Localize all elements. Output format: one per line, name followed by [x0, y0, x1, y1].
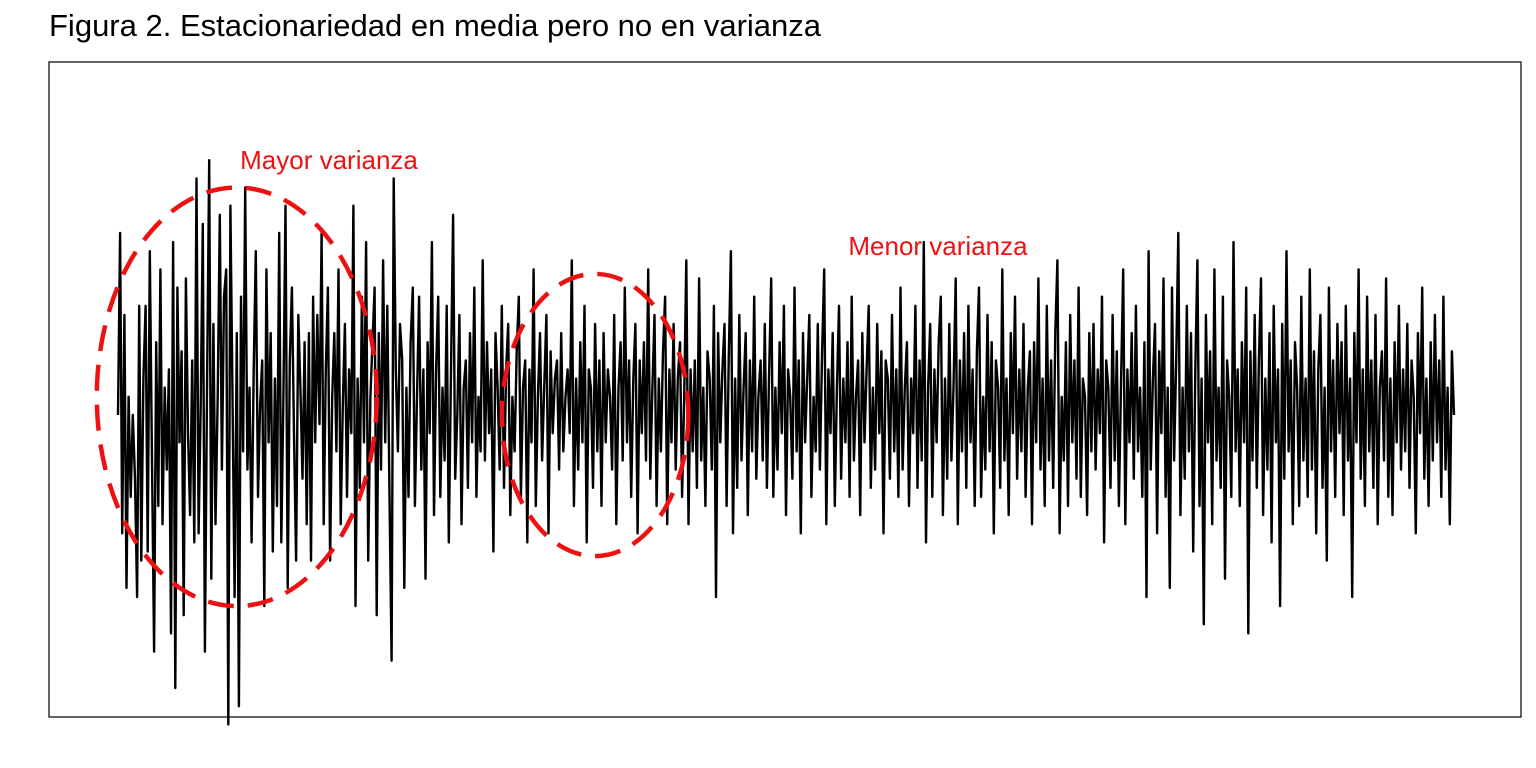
annotation-ellipse-mayor	[94, 185, 380, 609]
series-layer	[116, 159, 1456, 726]
annotation-layer: Mayor varianza Menor varianza	[94, 145, 1028, 609]
annotation-label-menor: Menor varianza	[848, 231, 1028, 261]
annotation-ellipse-menor	[499, 271, 691, 559]
plot-frame	[48, 61, 1522, 718]
annotation-label-mayor: Mayor varianza	[240, 145, 418, 175]
chart-title: Figura 2. Estacionariedad en media pero …	[49, 8, 822, 43]
series-line	[116, 159, 1456, 726]
